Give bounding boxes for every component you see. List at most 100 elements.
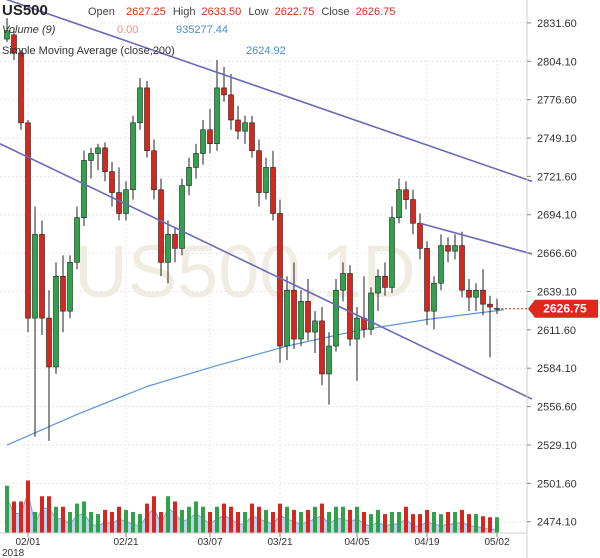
volume-bar (404, 506, 408, 533)
volume-bar (383, 514, 387, 533)
watermark-text: US500,1D (74, 230, 415, 313)
volume-bar (348, 509, 352, 533)
price-axis-label: 2749.10 (537, 133, 577, 145)
ohlc-readout: Open 2627.25 High 2633.50 Low 2622.75 Cl… (88, 6, 395, 18)
last-price-tag-bg (528, 299, 598, 318)
volume-bar (250, 503, 254, 533)
channel-line (0, 142, 533, 400)
price-axis-label: 2474.10 (537, 517, 577, 529)
candle-body (228, 94, 234, 121)
close-label: Close (321, 6, 350, 18)
open-label: Open (88, 6, 115, 18)
volume-bar (425, 509, 429, 533)
candle-body (11, 34, 17, 54)
volume-bar (411, 514, 415, 533)
candle-body (291, 289, 297, 340)
candle-body (214, 87, 220, 145)
candle-body (179, 185, 185, 249)
candle-body (410, 199, 416, 224)
candle-body (256, 150, 262, 193)
candle-body (333, 289, 339, 347)
candle-body (144, 87, 150, 151)
volume-bar (131, 512, 135, 533)
candle-body (193, 153, 199, 168)
candle-body (137, 87, 143, 124)
volume-bar (138, 514, 142, 533)
last-price-tag-label: 2626.75 (543, 302, 587, 316)
candle-body (53, 275, 59, 368)
volume-bar (75, 503, 79, 533)
low-value: 2622.75 (274, 6, 315, 18)
candle-body (270, 167, 276, 214)
volume-bar (397, 512, 401, 533)
candle-body (46, 317, 52, 368)
volume-bar (418, 514, 422, 533)
channel-line (419, 222, 533, 255)
price-axis-label: 2584.10 (537, 363, 577, 375)
volume-bar (89, 512, 93, 533)
volume-bar (327, 512, 331, 533)
volume-bar (264, 509, 268, 533)
candle-body (326, 345, 332, 375)
volume-bar (292, 509, 296, 533)
volume-bar (19, 501, 23, 533)
price-axis-label: 2529.10 (537, 440, 577, 452)
candle-body (466, 289, 472, 298)
time-axis-label: 04/05 (344, 537, 369, 548)
price-axis-label: 2694.10 (537, 210, 577, 222)
time-axis-label: 03/07 (197, 537, 222, 548)
candle-body (88, 153, 94, 161)
candle-body (375, 275, 381, 294)
candle-body (403, 189, 409, 200)
candle-body (116, 192, 122, 214)
candle-body (200, 129, 206, 154)
channel-line (5, 0, 533, 183)
low-label: Low (248, 6, 269, 18)
volume-bar (271, 512, 275, 533)
volume-change-value: 0.00 (117, 24, 139, 36)
sma-value: 2624.92 (246, 45, 286, 57)
candle-body (396, 189, 402, 218)
year-label: 2018 (2, 548, 25, 558)
volume-bar (495, 517, 499, 533)
volume-bar (299, 512, 303, 533)
volume-bar (5, 485, 9, 533)
volume-bar (152, 496, 156, 533)
volume-bar (376, 509, 380, 533)
volume-indicator-label: Volume (9) (2, 24, 56, 36)
candle-body (60, 275, 66, 312)
volume-bar (236, 512, 240, 533)
volume-bar (145, 503, 149, 533)
candle-body (487, 303, 493, 308)
volume-bar (215, 506, 219, 533)
candle-body (151, 150, 157, 191)
candle-body (298, 301, 304, 340)
volume-bar (12, 501, 16, 533)
volume-bar (474, 514, 478, 533)
candle-body (39, 234, 45, 319)
candle-body (494, 308, 500, 310)
candle-body (242, 122, 248, 132)
volume-bar (222, 503, 226, 533)
high-label: High (172, 6, 196, 18)
volume-bar (117, 506, 121, 533)
price-axis-label: 2776.60 (537, 95, 577, 107)
open-value: 2627.25 (125, 6, 166, 18)
candle-body (445, 245, 451, 252)
volume-value: 935277.44 (176, 24, 228, 36)
candles-group (4, 18, 500, 441)
volume-bar (96, 514, 100, 533)
volume-bar (26, 480, 30, 533)
price-axis-label: 2831.60 (537, 18, 577, 30)
volume-bar (481, 516, 485, 533)
volume-bar (40, 496, 44, 533)
candle-body (130, 122, 136, 191)
candle-body (340, 273, 346, 291)
volume-bar (453, 512, 457, 533)
candle-body (4, 30, 10, 40)
price-axis-label: 2639.10 (537, 286, 577, 298)
volume-bar (173, 501, 177, 533)
volume-bar (208, 512, 212, 533)
volume-bar (201, 506, 205, 533)
